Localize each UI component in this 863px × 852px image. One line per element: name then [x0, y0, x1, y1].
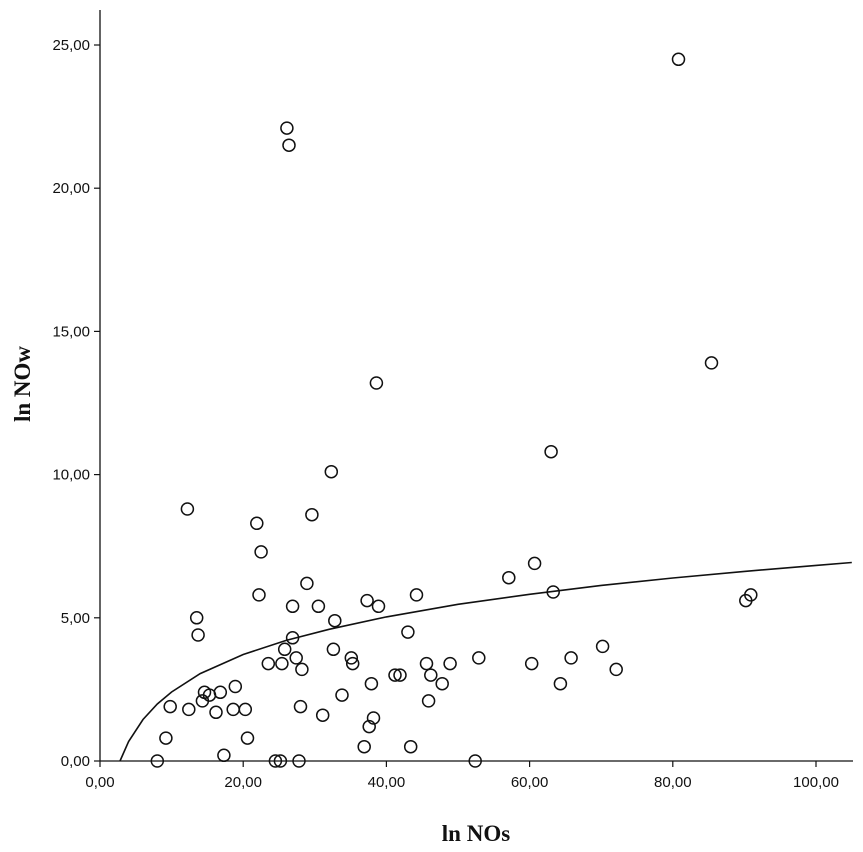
data-point [285, 631, 300, 645]
data-point [240, 731, 255, 745]
data-point [275, 656, 289, 671]
data-point [328, 613, 342, 628]
x-tick-label: 40,00 [368, 774, 406, 791]
data-point [344, 651, 359, 665]
data-point [282, 138, 296, 152]
data-point [564, 651, 578, 665]
data-point [419, 656, 434, 671]
data-point [238, 702, 253, 717]
data-point [295, 662, 309, 677]
data-point [335, 688, 349, 702]
data-point [360, 593, 374, 608]
data-point [744, 588, 758, 602]
data-point [393, 668, 407, 682]
data-point [163, 699, 177, 714]
y-axis-ticks: 0,00 5,00 10,00 15,00 20,00 25,00 [52, 37, 100, 770]
data-point [250, 516, 264, 531]
y-tick-label: 0,00 [61, 753, 90, 770]
data-point [285, 599, 300, 614]
data-point [213, 685, 228, 700]
data-point [326, 642, 341, 657]
plot-area [99, 10, 853, 762]
data-point [217, 748, 231, 763]
data-point [182, 702, 196, 717]
data-point [409, 588, 424, 602]
data-point [292, 754, 306, 768]
fit-curve [119, 561, 852, 762]
data-point [209, 705, 223, 720]
data-point [371, 599, 386, 614]
data-point [443, 656, 457, 671]
x-tick-label: 0,00 [85, 774, 114, 791]
data-point [553, 676, 568, 691]
data-point [704, 356, 719, 370]
y-tick-label: 25,00 [52, 37, 90, 54]
data-point [502, 570, 516, 585]
y-tick-label: 10,00 [52, 467, 90, 484]
y-tick-label: 15,00 [52, 323, 90, 340]
data-point [254, 545, 268, 559]
data-point [311, 599, 326, 614]
data-point [671, 52, 686, 67]
x-tick-label: 60,00 [511, 774, 549, 791]
data-point [357, 739, 371, 754]
data-point [150, 754, 165, 768]
data-point [261, 656, 276, 671]
data-point [524, 656, 539, 671]
data-point [421, 694, 436, 708]
data-point [435, 676, 449, 691]
data-point [180, 502, 195, 516]
data-point [191, 628, 205, 642]
data-point [369, 376, 384, 390]
data-point [546, 585, 560, 599]
data-point [228, 679, 243, 694]
data-point [345, 656, 360, 671]
y-tick-label: 20,00 [52, 180, 90, 197]
data-point [273, 754, 288, 768]
data-point [289, 651, 303, 665]
x-tick-label: 100,00 [793, 774, 839, 791]
data-point [226, 702, 240, 717]
data-point [609, 662, 623, 677]
data-point [595, 639, 610, 654]
data-point [544, 444, 558, 459]
data-point [403, 739, 418, 754]
data-point [324, 464, 339, 479]
data-point [388, 668, 402, 682]
y-tick-label: 5,00 [61, 610, 90, 627]
data-point [527, 556, 542, 571]
x-axis-ticks: 0,00 20,00 40,00 60,00 80,00 100,00 [85, 761, 839, 791]
data-point [366, 711, 381, 725]
x-tick-label: 20,00 [224, 774, 262, 791]
data-point [305, 507, 319, 522]
data-points [150, 52, 758, 768]
x-tick-label: 80,00 [654, 774, 692, 791]
data-point [401, 625, 415, 639]
data-point [189, 611, 204, 625]
data-point [300, 576, 314, 591]
data-point [277, 642, 292, 657]
data-point [424, 668, 438, 682]
x-axis-title: ln NOs [442, 821, 510, 846]
data-point [159, 731, 173, 745]
data-point [472, 651, 486, 665]
y-axis-title: ln NOw [10, 346, 35, 422]
data-point [268, 754, 283, 768]
data-point [468, 754, 482, 768]
data-point [280, 121, 294, 135]
data-point [293, 699, 308, 714]
data-point [315, 708, 330, 722]
data-point [364, 676, 379, 691]
data-point [362, 719, 376, 734]
data-point [252, 588, 266, 602]
